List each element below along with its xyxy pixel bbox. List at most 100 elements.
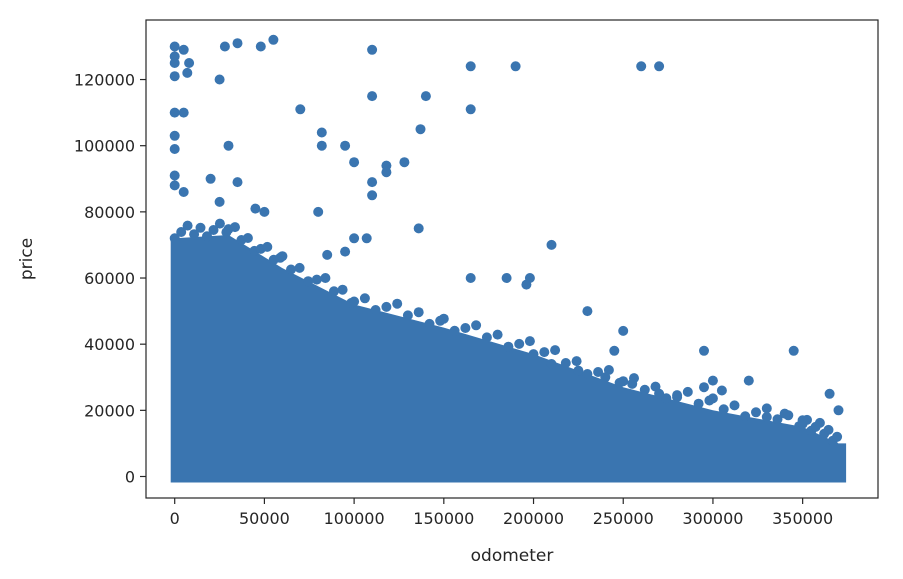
data-point xyxy=(661,393,672,404)
data-point xyxy=(367,177,378,188)
data-point xyxy=(322,249,333,260)
y-axis-ticks: 0 20000 40000 60000 80000 100000 120000 xyxy=(74,71,146,486)
data-point xyxy=(797,415,808,426)
data-point xyxy=(214,74,225,85)
data-point xyxy=(832,431,843,442)
data-point xyxy=(255,41,266,52)
data-point xyxy=(219,41,230,52)
data-point xyxy=(340,140,351,151)
data-point xyxy=(772,414,783,425)
data-point xyxy=(471,320,482,331)
y-tick-label: 20000 xyxy=(84,401,135,420)
data-point xyxy=(329,286,339,297)
data-point xyxy=(230,222,240,233)
data-point xyxy=(169,144,180,154)
data-point xyxy=(693,398,704,409)
data-point xyxy=(295,104,306,115)
data-point xyxy=(682,386,693,397)
data-point xyxy=(465,104,476,115)
data-point xyxy=(460,323,471,333)
data-point xyxy=(176,227,187,237)
data-point xyxy=(169,58,180,68)
data-point xyxy=(242,233,253,243)
data-point xyxy=(208,225,219,235)
data-point xyxy=(424,318,435,329)
data-point xyxy=(169,170,180,181)
plot-frame xyxy=(145,19,879,499)
x-tick-label: 100000 xyxy=(324,509,385,528)
data-point xyxy=(316,127,327,138)
data-point xyxy=(349,233,360,244)
data-point xyxy=(699,382,709,393)
data-point xyxy=(833,405,844,416)
y-tick-label: 100000 xyxy=(74,137,135,156)
y-tick-label: 60000 xyxy=(84,269,135,288)
data-point xyxy=(761,412,772,422)
data-point xyxy=(707,393,718,404)
data-point xyxy=(528,349,539,360)
data-point xyxy=(814,417,825,428)
data-point xyxy=(654,388,665,399)
data-point xyxy=(582,306,593,317)
data-point xyxy=(169,107,180,118)
x-tick-label: 250000 xyxy=(593,509,654,528)
data-point xyxy=(501,273,512,283)
data-point xyxy=(582,369,593,379)
data-point xyxy=(492,329,503,340)
data-point xyxy=(361,233,372,244)
dense-point-cloud xyxy=(170,235,847,483)
data-point xyxy=(636,61,647,72)
data-point xyxy=(316,140,327,151)
data-point xyxy=(751,407,761,418)
data-point xyxy=(286,264,296,275)
data-point xyxy=(413,307,424,318)
data-point xyxy=(367,44,378,55)
data-point xyxy=(779,408,790,419)
data-point xyxy=(743,375,754,386)
data-point xyxy=(740,411,751,422)
data-point xyxy=(337,284,348,295)
data-point xyxy=(320,273,331,283)
data-point xyxy=(392,298,403,309)
x-axis-ticks: 0 50000 100000 150000 200000 250000 300000 3500… xyxy=(170,498,833,528)
data-point xyxy=(600,372,611,383)
x-tick-label: 350000 xyxy=(772,509,833,528)
data-point xyxy=(593,367,604,377)
x-tick-label: 0 xyxy=(170,509,180,528)
data-point xyxy=(232,177,243,188)
data-point xyxy=(223,140,234,151)
data-point xyxy=(178,107,189,118)
data-point xyxy=(618,325,629,336)
data-point xyxy=(420,91,431,102)
data-point xyxy=(481,332,492,343)
data-point xyxy=(465,273,476,283)
data-point xyxy=(250,203,261,214)
data-point xyxy=(707,375,718,386)
data-point xyxy=(381,167,392,178)
y-axis-label: price xyxy=(17,238,37,280)
data-point xyxy=(824,388,835,399)
data-points xyxy=(169,34,847,483)
data-point xyxy=(514,338,525,349)
data-point xyxy=(189,229,200,240)
data-point xyxy=(449,325,460,336)
data-point xyxy=(573,365,584,376)
x-axis-label: odometer xyxy=(471,546,554,566)
data-point xyxy=(560,358,571,368)
data-point xyxy=(550,345,561,356)
x-tick-label: 150000 xyxy=(413,509,474,528)
data-point xyxy=(672,392,683,403)
data-point xyxy=(311,274,322,285)
data-point xyxy=(823,424,834,435)
data-point xyxy=(294,262,305,273)
x-tick-label: 300000 xyxy=(682,509,743,528)
data-point xyxy=(465,61,476,72)
data-point xyxy=(381,301,392,312)
data-point xyxy=(182,220,193,231)
data-point xyxy=(609,345,620,356)
data-point xyxy=(359,293,370,304)
data-point xyxy=(654,61,665,72)
data-point xyxy=(524,336,535,347)
data-point xyxy=(503,341,514,352)
